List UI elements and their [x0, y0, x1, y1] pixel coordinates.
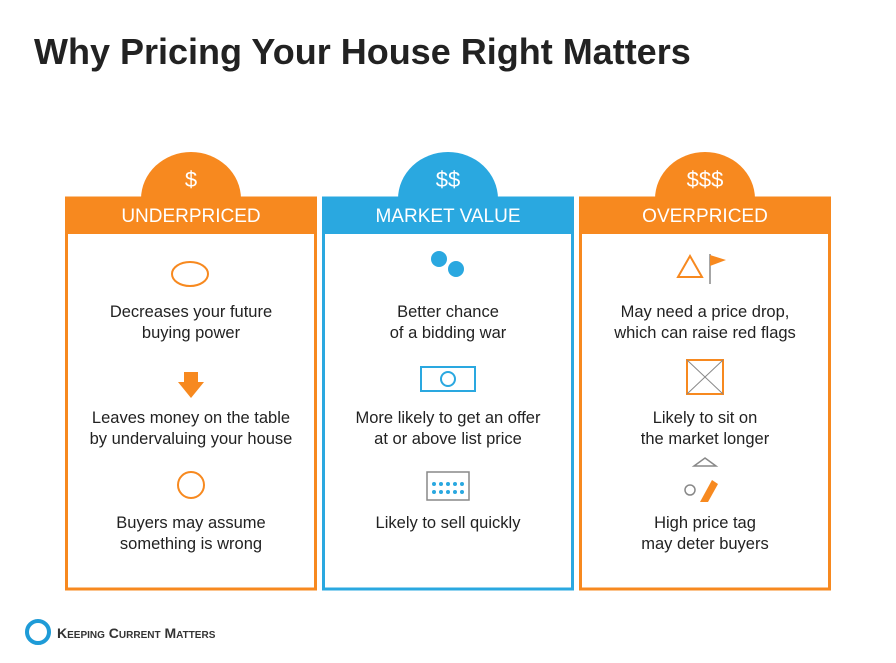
- column-header-label: UNDERPRICED: [121, 206, 260, 227]
- tab-label: $: [185, 167, 197, 192]
- arrow-icon: [184, 372, 198, 382]
- item-text: More likely to get an offer: [356, 409, 541, 427]
- flag-icon: [710, 255, 726, 266]
- item-text: Likely to sit on: [653, 409, 758, 427]
- warning-icon: [676, 253, 704, 278]
- item-text: of a bidding war: [390, 324, 507, 342]
- tab: [398, 152, 498, 199]
- person-icon: [684, 484, 696, 496]
- item-text: buying power: [142, 324, 241, 342]
- column-header-label: OVERPRICED: [642, 206, 768, 227]
- column-header: [322, 197, 574, 234]
- tab-label: $$$: [687, 167, 724, 192]
- bill-icon: [420, 366, 476, 392]
- item-text: Leaves money on the table: [92, 409, 290, 427]
- piggy-icon: [171, 261, 209, 287]
- bill-icon-center: [440, 371, 456, 387]
- item-text: Likely to sell quickly: [376, 514, 522, 532]
- item-text: something is wrong: [120, 535, 262, 553]
- column-header-label: MARKET VALUE: [375, 206, 520, 227]
- face-icon: [177, 471, 205, 499]
- item-text: May need a price drop,: [621, 303, 790, 321]
- tab-label: $$: [436, 167, 460, 192]
- coin-icon: [431, 251, 447, 267]
- web-line: [686, 359, 724, 395]
- columns: $ UNDERPRICED Decreases your future buying …: [65, 152, 831, 591]
- item-text: High price tag: [654, 514, 756, 532]
- logo-mark: [25, 619, 51, 645]
- icons: [171, 251, 726, 502]
- item-text: may deter buyers: [641, 535, 768, 553]
- tab: [655, 152, 755, 199]
- item-text: at or above list price: [374, 430, 522, 448]
- seat-icon: [700, 480, 718, 502]
- item-text: Buyers may assume: [116, 514, 265, 532]
- title: Why Pricing Your House Right Matters: [34, 31, 691, 72]
- logo-text: Keeping Current Matters: [57, 625, 216, 641]
- coin-icon: [448, 261, 464, 277]
- tab: [141, 152, 241, 199]
- item-text: by undervaluing your house: [90, 430, 293, 448]
- item-text: which can raise red flags: [613, 324, 796, 342]
- calendar-icon: [426, 471, 470, 501]
- arrow-icon-head: [178, 382, 204, 398]
- calendar-dots: [432, 482, 464, 494]
- web-icon: [686, 359, 724, 395]
- house-icon: [691, 457, 719, 467]
- column-header: [579, 197, 831, 234]
- item-text: Better chance: [397, 303, 499, 321]
- column-header: [65, 197, 317, 234]
- item-text: Decreases your future: [110, 303, 272, 321]
- item-text: the market longer: [641, 430, 770, 448]
